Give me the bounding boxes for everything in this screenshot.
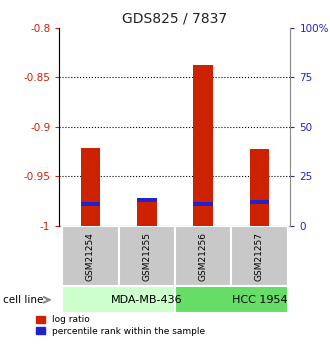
Bar: [193, 202, 213, 206]
Text: MDA-MB-436: MDA-MB-436: [111, 295, 182, 305]
Text: GSM21257: GSM21257: [255, 232, 264, 281]
FancyBboxPatch shape: [231, 226, 287, 286]
Bar: [249, 200, 269, 204]
Text: GSM21254: GSM21254: [86, 232, 95, 281]
Bar: [81, 202, 100, 206]
FancyBboxPatch shape: [175, 226, 231, 286]
Bar: [137, 198, 157, 202]
FancyBboxPatch shape: [175, 286, 287, 313]
Text: GSM21255: GSM21255: [142, 232, 151, 281]
Text: cell line: cell line: [3, 295, 44, 305]
Bar: [193, 65, 213, 226]
Bar: [249, 149, 269, 226]
FancyBboxPatch shape: [62, 226, 118, 286]
Bar: [81, 148, 100, 226]
Text: GSM21256: GSM21256: [199, 232, 208, 281]
FancyBboxPatch shape: [62, 286, 175, 313]
Bar: [137, 202, 157, 226]
FancyBboxPatch shape: [118, 226, 175, 286]
Text: HCC 1954: HCC 1954: [232, 295, 287, 305]
Title: GDS825 / 7837: GDS825 / 7837: [122, 11, 227, 25]
Legend: log ratio, percentile rank within the sample: log ratio, percentile rank within the sa…: [36, 315, 206, 336]
